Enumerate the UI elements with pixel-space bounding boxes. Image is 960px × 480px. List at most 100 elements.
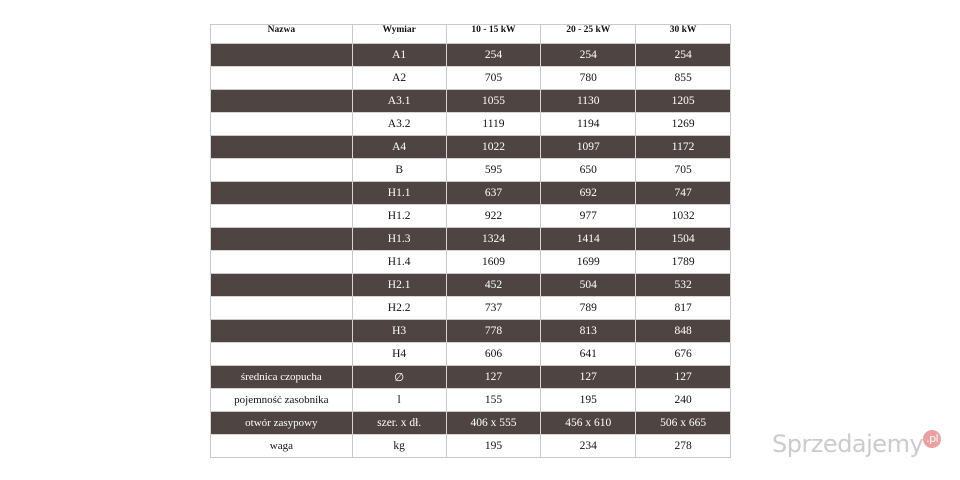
header-cell: 10 - 15 kW — [445, 24, 542, 44]
table-body: A1 254 254 254 A2 705 780 855 A3.1 1055 1130 1205 A3… — [210, 43, 731, 458]
table-cell: 195 — [540, 388, 637, 412]
table-cell: 1022 — [445, 135, 542, 159]
header-row: Nazwa Wymiar 10 - 15 kW 20 - 25 kW 30 kW — [210, 24, 731, 44]
table-cell: 922 — [445, 204, 542, 228]
table-cell: 1269 — [635, 112, 731, 136]
table-cell — [210, 342, 353, 366]
table-cell: 780 — [540, 66, 637, 90]
table-cell: 817 — [635, 296, 731, 320]
table-cell: l — [351, 388, 447, 412]
table-cell: 452 — [445, 273, 542, 297]
table-cell: 855 — [635, 66, 731, 90]
table-cell: 1172 — [635, 135, 731, 159]
table-cell — [210, 319, 353, 343]
table-cell: H1.2 — [351, 204, 447, 228]
table-cell: 532 — [635, 273, 731, 297]
table-cell: A4 — [351, 135, 447, 159]
table-cell: 676 — [635, 342, 731, 366]
table-cell — [210, 273, 353, 297]
watermark-name: Sprzedajemy — [772, 430, 924, 458]
table-cell: 1119 — [445, 112, 542, 136]
table-cell: waga — [210, 434, 353, 458]
table-row: A2 705 780 855 — [210, 66, 731, 90]
header-cell: 20 - 25 kW — [540, 24, 637, 44]
table-cell: 1699 — [540, 250, 637, 274]
table-cell: 254 — [540, 43, 637, 67]
table-row: średnica czopucha ∅ 127 127 127 — [210, 365, 731, 389]
table-row: A4 1022 1097 1172 — [210, 135, 731, 159]
table-cell: 747 — [635, 181, 731, 205]
table-cell: 1504 — [635, 227, 731, 251]
table-cell: 127 — [635, 365, 731, 389]
table-cell — [210, 227, 353, 251]
table-cell: 127 — [540, 365, 637, 389]
table-row: H1.2 922 977 1032 — [210, 204, 731, 228]
header-cell: Wymiar — [351, 24, 447, 44]
table-cell — [210, 89, 353, 113]
table-cell: H1.3 — [351, 227, 447, 251]
table-row: H1.3 1324 1414 1504 — [210, 227, 731, 251]
table-cell: 705 — [445, 66, 542, 90]
table-cell: A3.2 — [351, 112, 447, 136]
table-row: otwór zasypowy szer. x dł. 406 x 555 456 x … — [210, 411, 731, 435]
table-cell — [210, 158, 353, 182]
table-cell: 254 — [635, 43, 731, 67]
table-cell: 456 x 610 — [540, 411, 637, 435]
spec-table: Nazwa Wymiar 10 - 15 kW 20 - 25 kW 30 kW A1 2… — [210, 24, 731, 458]
table-cell: 240 — [635, 388, 731, 412]
table-cell: B — [351, 158, 447, 182]
table-cell: 813 — [540, 319, 637, 343]
table-cell: 195 — [445, 434, 542, 458]
table-cell — [210, 112, 353, 136]
table-cell: średnica czopucha — [210, 365, 353, 389]
table-cell: 1097 — [540, 135, 637, 159]
table-cell — [210, 43, 353, 67]
table-cell: 234 — [540, 434, 637, 458]
table-row: H3 778 813 848 — [210, 319, 731, 343]
table-cell: 406 x 555 — [445, 411, 542, 435]
table-cell: 606 — [445, 342, 542, 366]
table-cell: kg — [351, 434, 447, 458]
table-cell: 641 — [540, 342, 637, 366]
watermark-suffix: .pl — [923, 430, 942, 448]
table-cell: 692 — [540, 181, 637, 205]
table-cell: 650 — [540, 158, 637, 182]
table-cell: A1 — [351, 43, 447, 67]
table-cell: 278 — [635, 434, 731, 458]
table-cell: 1205 — [635, 89, 731, 113]
table-cell: 1055 — [445, 89, 542, 113]
table-cell: 504 — [540, 273, 637, 297]
table-cell: 127 — [445, 365, 542, 389]
table-cell: H1.4 — [351, 250, 447, 274]
table-cell: otwór zasypowy — [210, 411, 353, 435]
table-row: waga kg 195 234 278 — [210, 434, 731, 458]
table-cell: H1.1 — [351, 181, 447, 205]
table-cell: 1130 — [540, 89, 637, 113]
table-cell: 977 — [540, 204, 637, 228]
table-cell — [210, 181, 353, 205]
table-cell: 737 — [445, 296, 542, 320]
table-cell — [210, 296, 353, 320]
table-cell — [210, 135, 353, 159]
table-row: H1.4 1609 1699 1789 — [210, 250, 731, 274]
table-row: B 595 650 705 — [210, 158, 731, 182]
table-cell: pojemność zasobnika — [210, 388, 353, 412]
table-cell: 778 — [445, 319, 542, 343]
table-cell: H2.1 — [351, 273, 447, 297]
table-cell: H2.2 — [351, 296, 447, 320]
table-row: A3.2 1119 1194 1269 — [210, 112, 731, 136]
table-cell: 1789 — [635, 250, 731, 274]
table-header: Nazwa Wymiar 10 - 15 kW 20 - 25 kW 30 kW — [210, 24, 731, 44]
watermark: Sprzedajemy .pl — [772, 430, 942, 458]
table-cell: ∅ — [351, 365, 447, 389]
table-cell: 637 — [445, 181, 542, 205]
table-row: A1 254 254 254 — [210, 43, 731, 67]
table-row: H2.1 452 504 532 — [210, 273, 731, 297]
table-row: H1.1 637 692 747 — [210, 181, 731, 205]
table-cell: 1414 — [540, 227, 637, 251]
table-cell: 595 — [445, 158, 542, 182]
table-cell: 789 — [540, 296, 637, 320]
table-cell: 705 — [635, 158, 731, 182]
table-cell: 155 — [445, 388, 542, 412]
